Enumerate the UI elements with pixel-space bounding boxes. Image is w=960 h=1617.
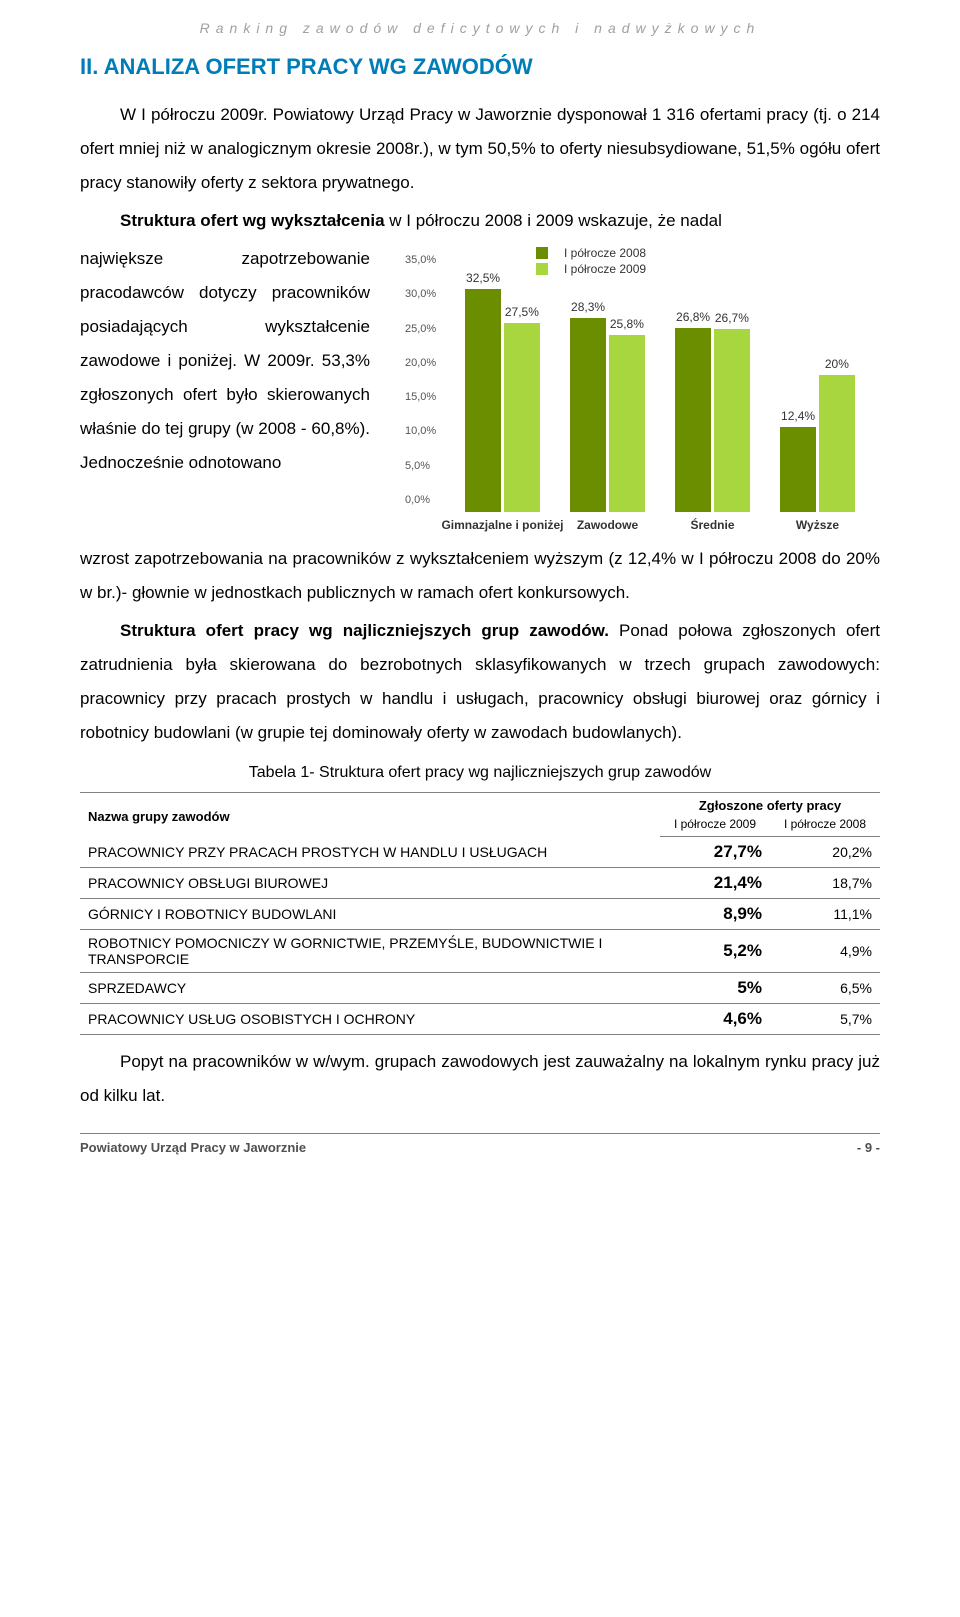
chart-bar-group: 12,4%20%Wyższe (773, 272, 861, 512)
footer-right: - 9 - (857, 1140, 880, 1155)
chart-xlabel: Średnie (690, 518, 734, 532)
table-row: GÓRNICY I ROBOTNICY BUDOWLANI8,9%11,1% (80, 899, 880, 930)
cell-2009: 5% (660, 973, 770, 1004)
th-2008: I półrocze 2008 (770, 815, 880, 837)
paragraph-1: W I półroczu 2009r. Powiatowy Urząd Prac… (80, 98, 880, 200)
table-row: PRACOWNICY USŁUG OSOBISTYCH I OCHRONY4,6… (80, 1004, 880, 1035)
chart-bar-2009: 27,5% (504, 323, 539, 512)
cell-name: PRACOWNICY OBSŁUGI BIUROWEJ (80, 868, 660, 899)
offers-table: Nazwa grupy zawodów Zgłoszone oferty pra… (80, 792, 880, 1035)
table-row: PRACOWNICY PRZY PRACACH PROSTYCH W HANDL… (80, 837, 880, 868)
paragraph-3: wzrost zapotrzebowania na pracowników z … (80, 542, 880, 610)
chart-xlabel: Wyższe (796, 518, 839, 532)
chart-bar-group: 32,5%27,5%Gimnazjalne i poniżej (458, 272, 546, 512)
cell-2009: 4,6% (660, 1004, 770, 1035)
cell-2009: 8,9% (660, 899, 770, 930)
chart-plot-area: 0,0%5,0%10,0%15,0%20,0%25,0%30,0%35,0%32… (450, 272, 870, 512)
running-header: Ranking zawodów deficytowych i nadwyżkow… (80, 20, 880, 36)
chart-bar-2009: 20% (819, 375, 854, 512)
th-name: Nazwa grupy zawodów (80, 793, 660, 837)
cell-name: ROBOTNICY POMOCNICZY W GORNICTWIE, PRZEM… (80, 930, 660, 973)
cell-2009: 27,7% (660, 837, 770, 868)
legend-swatch-2008 (536, 247, 548, 259)
chart-ytick: 15,0% (405, 391, 436, 403)
cell-2008: 5,7% (770, 1004, 880, 1035)
chart-bar-2008: 26,8% (675, 328, 710, 512)
chart-bar-label: 28,3% (571, 300, 605, 314)
legend-item-2008: I półrocze 2008 (528, 246, 654, 260)
th-group: Zgłoszone oferty pracy (660, 793, 880, 816)
chart-bar-2008: 32,5% (465, 289, 500, 512)
chart-ytick: 5,0% (405, 460, 430, 472)
cell-name: SPRZEDAWCY (80, 973, 660, 1004)
chart-ytick: 20,0% (405, 357, 436, 369)
chart-bar-label: 26,7% (715, 311, 749, 325)
chart-bar-group: 26,8%26,7%Średnie (668, 272, 756, 512)
chart-bar-2009: 25,8% (609, 335, 644, 512)
paragraph-5: Popyt na pracowników w w/wym. grupach za… (80, 1045, 880, 1113)
table-caption: Tabela 1- Struktura ofert pracy wg najli… (80, 764, 880, 782)
chart-bar-2008: 12,4% (780, 427, 815, 512)
chart-ytick: 35,0% (405, 254, 436, 266)
p4-lead: Struktura ofert pracy wg najliczniejszyc… (120, 621, 609, 640)
table-row: ROBOTNICY POMOCNICZY W GORNICTWIE, PRZEM… (80, 930, 880, 973)
cell-2008: 11,1% (770, 899, 880, 930)
cell-2008: 18,7% (770, 868, 880, 899)
th-2009: I półrocze 2009 (660, 815, 770, 837)
chart-ytick: 10,0% (405, 425, 436, 437)
cell-2008: 6,5% (770, 973, 880, 1004)
page-footer: Powiatowy Urząd Pracy w Jaworznie - 9 - (80, 1133, 880, 1155)
paragraph-2: Struktura ofert wg wykształcenia w I pół… (80, 204, 880, 238)
chart-bar-label: 25,8% (610, 317, 644, 331)
chart-container: I półrocze 2008 I półrocze 2009 0,0%5,0%… (400, 242, 880, 542)
cell-2009: 5,2% (660, 930, 770, 973)
cell-name: GÓRNICY I ROBOTNICY BUDOWLANI (80, 899, 660, 930)
chart-bar-label: 12,4% (781, 409, 815, 423)
chart-xlabel: Gimnazjalne i poniżej (441, 518, 563, 532)
chart-bar-2008: 28,3% (570, 318, 605, 512)
table-row: PRACOWNICY OBSŁUGI BIUROWEJ21,4%18,7% (80, 868, 880, 899)
paragraph-4: Struktura ofert pracy wg najliczniejszyc… (80, 614, 880, 750)
legend-label-2008: I półrocze 2008 (564, 246, 646, 260)
chart-bar-label: 26,8% (676, 310, 710, 324)
chart-bar-label: 32,5% (466, 271, 500, 285)
cell-2008: 4,9% (770, 930, 880, 973)
page-title: II. ANALIZA OFERT PRACY WG ZAWODÓW (80, 54, 880, 80)
footer-left: Powiatowy Urząd Pracy w Jaworznie (80, 1140, 306, 1155)
chart-ytick: 0,0% (405, 494, 430, 506)
cell-2008: 20,2% (770, 837, 880, 868)
chart-bar-label: 27,5% (505, 305, 539, 319)
cell-2009: 21,4% (660, 868, 770, 899)
chart-bar-2009: 26,7% (714, 329, 749, 512)
wrap-left-text: największe zapotrzebowanie pracodawców d… (80, 242, 370, 480)
chart-xlabel: Zawodowe (577, 518, 638, 532)
cell-name: PRACOWNICY USŁUG OSOBISTYCH I OCHRONY (80, 1004, 660, 1035)
cell-name: PRACOWNICY PRZY PRACACH PROSTYCH W HANDL… (80, 837, 660, 868)
p2-rest: w I półroczu 2008 i 2009 wskazuje, że na… (385, 211, 722, 230)
chart-bar-label: 20% (825, 357, 849, 371)
chart-ytick: 30,0% (405, 288, 436, 300)
chart-bar-group: 28,3%25,8%Zawodowe (563, 272, 651, 512)
table-row: SPRZEDAWCY5%6,5% (80, 973, 880, 1004)
p2-lead: Struktura ofert wg wykształcenia (120, 211, 385, 230)
chart-ytick: 25,0% (405, 323, 436, 335)
